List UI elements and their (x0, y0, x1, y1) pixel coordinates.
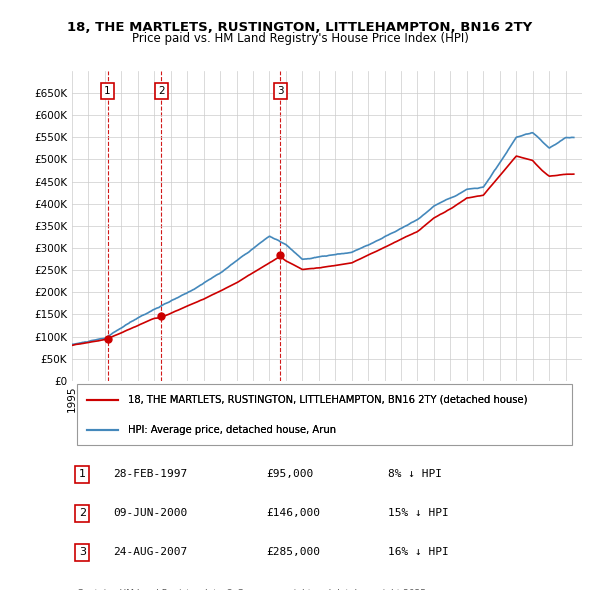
Text: 18, THE MARTLETS, RUSTINGTON, LITTLEHAMPTON, BN16 2TY (detached house): 18, THE MARTLETS, RUSTINGTON, LITTLEHAMP… (128, 395, 527, 405)
Text: 15% ↓ HPI: 15% ↓ HPI (388, 509, 449, 519)
FancyBboxPatch shape (77, 384, 572, 445)
Text: 28-FEB-1997: 28-FEB-1997 (113, 470, 187, 480)
Text: HPI: Average price, detached house, Arun: HPI: Average price, detached house, Arun (128, 425, 336, 435)
Text: 2: 2 (158, 86, 165, 96)
Text: 09-JUN-2000: 09-JUN-2000 (113, 509, 187, 519)
Text: 8% ↓ HPI: 8% ↓ HPI (388, 470, 442, 480)
Text: 1: 1 (104, 86, 111, 96)
Text: 16% ↓ HPI: 16% ↓ HPI (388, 548, 449, 558)
Text: 3: 3 (277, 86, 283, 96)
Text: Price paid vs. HM Land Registry's House Price Index (HPI): Price paid vs. HM Land Registry's House … (131, 32, 469, 45)
Text: 3: 3 (79, 548, 86, 558)
Text: £95,000: £95,000 (266, 470, 313, 480)
Text: 18, THE MARTLETS, RUSTINGTON, LITTLEHAMPTON, BN16 2TY: 18, THE MARTLETS, RUSTINGTON, LITTLEHAMP… (67, 21, 533, 34)
Text: £146,000: £146,000 (266, 509, 320, 519)
Text: HPI: Average price, detached house, Arun: HPI: Average price, detached house, Arun (128, 425, 336, 435)
Text: 2: 2 (79, 509, 86, 519)
Text: 1: 1 (79, 470, 86, 480)
Text: Contains HM Land Registry data © Crown copyright and database right 2025.
This d: Contains HM Land Registry data © Crown c… (77, 589, 429, 590)
Text: 24-AUG-2007: 24-AUG-2007 (113, 548, 187, 558)
Text: 18, THE MARTLETS, RUSTINGTON, LITTLEHAMPTON, BN16 2TY (detached house): 18, THE MARTLETS, RUSTINGTON, LITTLEHAMP… (128, 395, 527, 405)
Text: £285,000: £285,000 (266, 548, 320, 558)
